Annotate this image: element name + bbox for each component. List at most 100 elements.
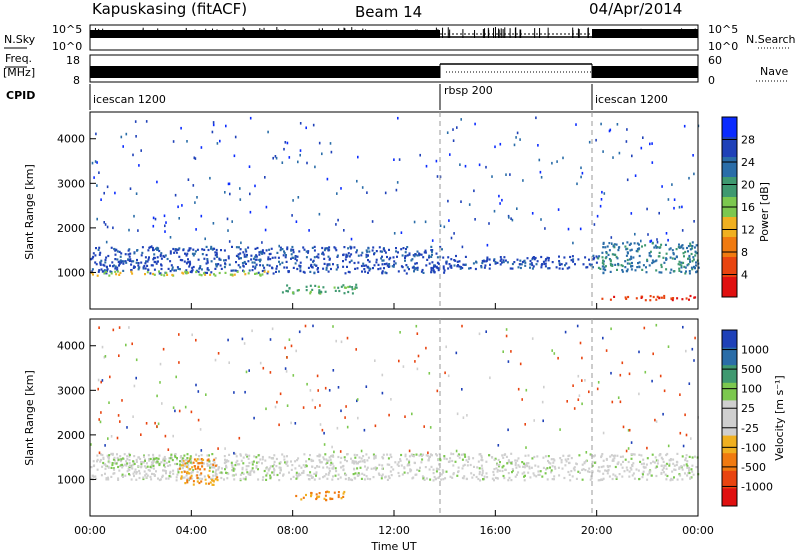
scatter-cell — [295, 471, 298, 474]
scatter-cell — [425, 454, 428, 457]
scatter-cell — [273, 454, 276, 457]
scatter-cell — [639, 460, 642, 463]
scatter-cell — [515, 466, 518, 469]
scatter-speckle — [679, 431, 682, 435]
scatter-cell — [261, 478, 264, 481]
scatter-cell — [176, 462, 179, 466]
scatter-cell — [315, 264, 318, 267]
scatter-cell — [255, 466, 258, 469]
scatter-cell — [104, 258, 107, 261]
scatter-cell — [333, 491, 336, 494]
scatter-cell — [521, 461, 524, 464]
scatter-cell — [185, 474, 188, 477]
scatter-cell — [412, 265, 415, 268]
scatter-cell — [661, 468, 664, 471]
scatter-cell — [430, 245, 433, 248]
scatter-cell — [290, 249, 293, 252]
scatter-cell — [143, 470, 146, 473]
scatter-speckle — [297, 160, 299, 164]
colorbar-swatch — [722, 237, 737, 258]
scatter-cell — [422, 453, 425, 456]
scatter-cell — [540, 264, 543, 267]
scatter-cell — [357, 261, 360, 264]
scatter-speckle — [181, 204, 183, 207]
scatter-speckle — [508, 216, 510, 219]
scatter-cell — [628, 243, 631, 246]
scatter-speckle — [245, 370, 248, 374]
scatter-speckle — [612, 156, 614, 159]
scatter-cell — [160, 267, 163, 271]
scatter-cell — [690, 468, 693, 471]
scatter-cell — [148, 469, 151, 472]
scatter-cell — [359, 466, 362, 469]
scatter-cell — [328, 471, 331, 474]
scatter-cell — [622, 242, 624, 245]
colorbar-tick-label: -100 — [741, 441, 766, 454]
scatter-speckle — [228, 361, 230, 364]
scatter-cell — [191, 466, 194, 469]
scatter-cell — [276, 265, 278, 268]
scatter-cell — [585, 266, 588, 269]
scatter-cell — [224, 461, 227, 464]
scatter-cell — [347, 270, 350, 273]
scatter-cell — [480, 265, 483, 268]
scatter-cell — [315, 471, 318, 474]
scatter-cell — [261, 250, 264, 253]
scatter-cell — [645, 266, 647, 269]
scatter-cell — [215, 248, 218, 252]
scatter-speckle — [239, 198, 242, 201]
scatter-cell — [684, 272, 687, 275]
scatter-cell — [296, 267, 299, 271]
scatter-cell — [545, 258, 548, 261]
scatter-cell — [237, 255, 240, 258]
scatter-cell — [350, 478, 352, 481]
scatter-cell — [239, 266, 242, 269]
scatter-cell — [624, 296, 627, 299]
scatter-speckle — [295, 220, 298, 223]
scatter-cell — [169, 464, 172, 467]
scatter-speckle — [431, 239, 434, 242]
scatter-cell — [435, 252, 438, 255]
scatter-cell — [225, 471, 227, 474]
scatter-cell — [331, 497, 334, 500]
scatter-cell — [198, 458, 200, 461]
scatter-cell — [121, 466, 124, 469]
scatter-speckle — [321, 428, 324, 432]
scatter-cell — [457, 453, 460, 456]
scatter-cell — [288, 287, 291, 290]
scatter-cell — [685, 463, 688, 466]
scatter-cell — [363, 473, 366, 476]
scatter-speckle — [292, 374, 295, 377]
scatter-cell — [283, 250, 285, 253]
scatter-cell — [322, 476, 325, 479]
scatter-speckle — [264, 176, 266, 179]
scatter-cell — [406, 266, 409, 269]
scatter-speckle — [461, 245, 464, 249]
scatter-cell — [159, 478, 162, 481]
scatter-cell — [439, 459, 442, 462]
scatter-cell — [106, 268, 109, 271]
scatter-cell — [608, 242, 611, 245]
scatter-speckle — [478, 163, 481, 167]
scatter-cell — [227, 460, 230, 463]
scatter-speckle — [522, 179, 524, 182]
scatter-cell — [488, 267, 491, 270]
scatter-cell — [136, 249, 138, 252]
scatter-cell — [523, 475, 525, 478]
scatter-cell — [132, 463, 135, 466]
scatter-cell — [235, 261, 237, 264]
scatter-cell — [191, 471, 194, 474]
scatter-cell — [524, 454, 527, 457]
scatter-cell — [517, 457, 520, 460]
scatter-cell — [394, 262, 397, 265]
scatter-cell — [186, 479, 189, 482]
scatter-cell — [302, 246, 305, 249]
scatter-speckle — [605, 349, 608, 352]
scatter-cell — [381, 473, 384, 476]
scatter-cell — [163, 462, 166, 465]
x-tick-label: 00:00 — [682, 524, 714, 537]
scatter-cell — [128, 462, 131, 465]
scatter-cell — [313, 256, 316, 259]
scatter-cell — [511, 471, 513, 474]
scatter-speckle — [165, 221, 167, 224]
